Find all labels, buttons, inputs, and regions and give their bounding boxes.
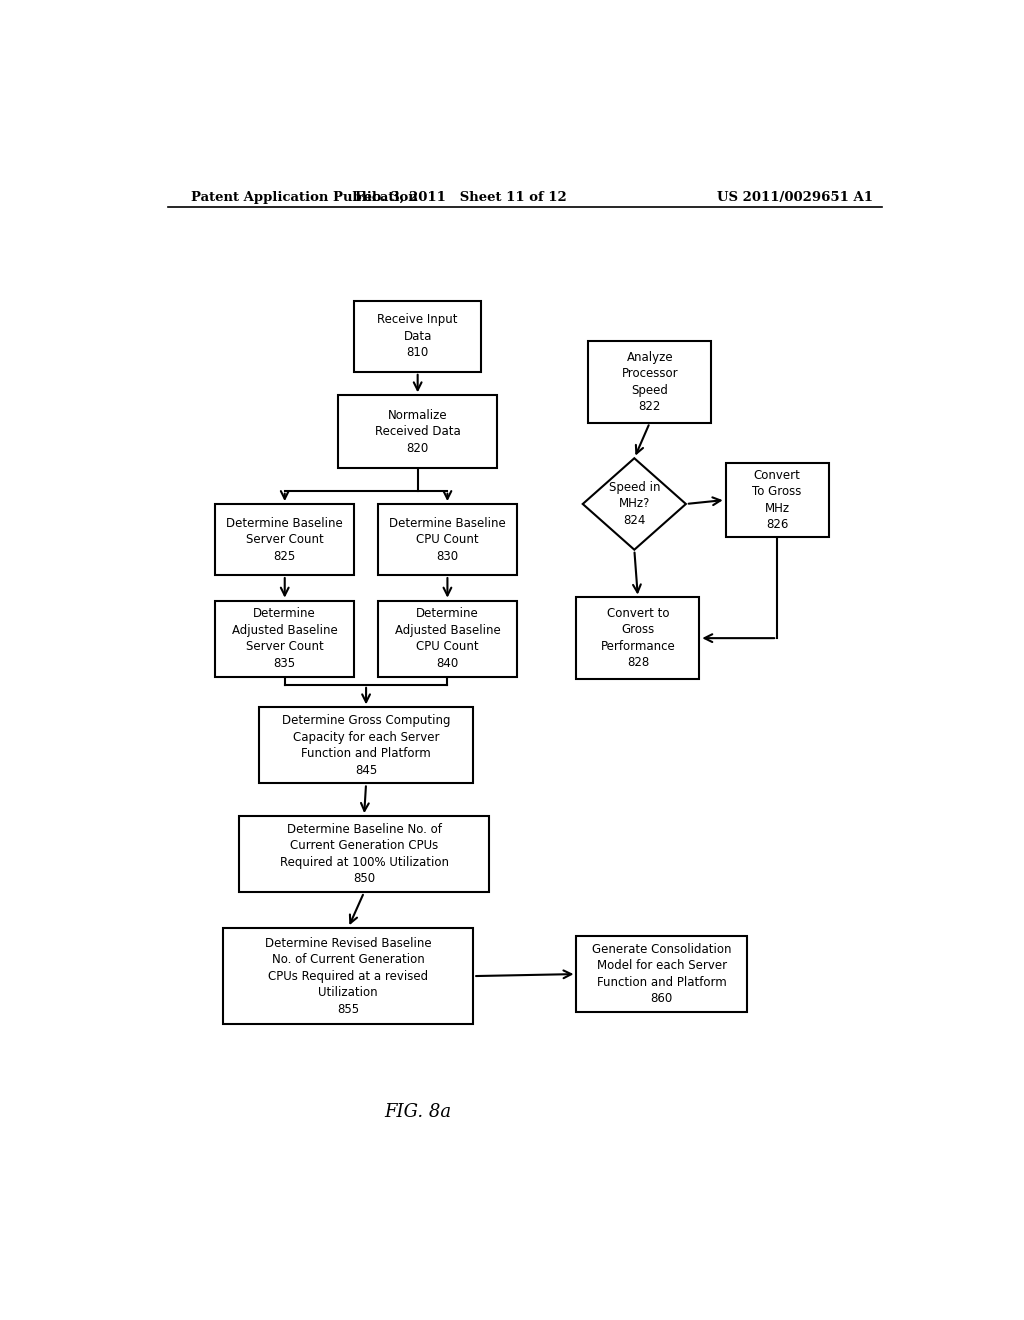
FancyBboxPatch shape	[259, 708, 473, 784]
FancyBboxPatch shape	[215, 504, 354, 576]
FancyBboxPatch shape	[223, 928, 473, 1024]
Text: Determine Baseline
CPU Count
830: Determine Baseline CPU Count 830	[389, 516, 506, 562]
Text: Feb. 3, 2011   Sheet 11 of 12: Feb. 3, 2011 Sheet 11 of 12	[355, 190, 567, 203]
Text: Normalize
Received Data
820: Normalize Received Data 820	[375, 409, 461, 455]
Polygon shape	[583, 458, 686, 549]
FancyBboxPatch shape	[354, 301, 481, 372]
FancyBboxPatch shape	[726, 463, 828, 536]
FancyBboxPatch shape	[338, 395, 497, 469]
Text: Speed in
MHz?
824: Speed in MHz? 824	[608, 480, 660, 527]
Text: Determine
Adjusted Baseline
Server Count
835: Determine Adjusted Baseline Server Count…	[231, 607, 338, 669]
Text: Determine Revised Baseline
No. of Current Generation
CPUs Required at a revised
: Determine Revised Baseline No. of Curren…	[265, 937, 431, 1015]
FancyBboxPatch shape	[577, 936, 746, 1012]
Text: FIG. 8a: FIG. 8a	[384, 1102, 452, 1121]
FancyBboxPatch shape	[588, 342, 712, 422]
Text: Determine Gross Computing
Capacity for each Server
Function and Platform
845: Determine Gross Computing Capacity for e…	[282, 714, 451, 776]
FancyBboxPatch shape	[215, 601, 354, 677]
Text: Patent Application Publication: Patent Application Publication	[191, 190, 418, 203]
FancyBboxPatch shape	[240, 816, 489, 892]
FancyBboxPatch shape	[378, 504, 517, 576]
Text: Analyze
Processor
Speed
822: Analyze Processor Speed 822	[622, 351, 678, 413]
Text: Determine
Adjusted Baseline
CPU Count
840: Determine Adjusted Baseline CPU Count 84…	[394, 607, 501, 669]
FancyBboxPatch shape	[378, 601, 517, 677]
Text: Convert to
Gross
Performance
828: Convert to Gross Performance 828	[600, 607, 675, 669]
FancyBboxPatch shape	[577, 598, 699, 678]
Text: Generate Consolidation
Model for each Server
Function and Platform
860: Generate Consolidation Model for each Se…	[592, 942, 731, 1006]
Text: Determine Baseline
Server Count
825: Determine Baseline Server Count 825	[226, 516, 343, 562]
Text: US 2011/0029651 A1: US 2011/0029651 A1	[717, 190, 872, 203]
Text: Convert
To Gross
MHz
826: Convert To Gross MHz 826	[753, 469, 802, 531]
Text: Determine Baseline No. of
Current Generation CPUs
Required at 100% Utilization
8: Determine Baseline No. of Current Genera…	[280, 822, 449, 886]
Text: Receive Input
Data
810: Receive Input Data 810	[378, 313, 458, 359]
